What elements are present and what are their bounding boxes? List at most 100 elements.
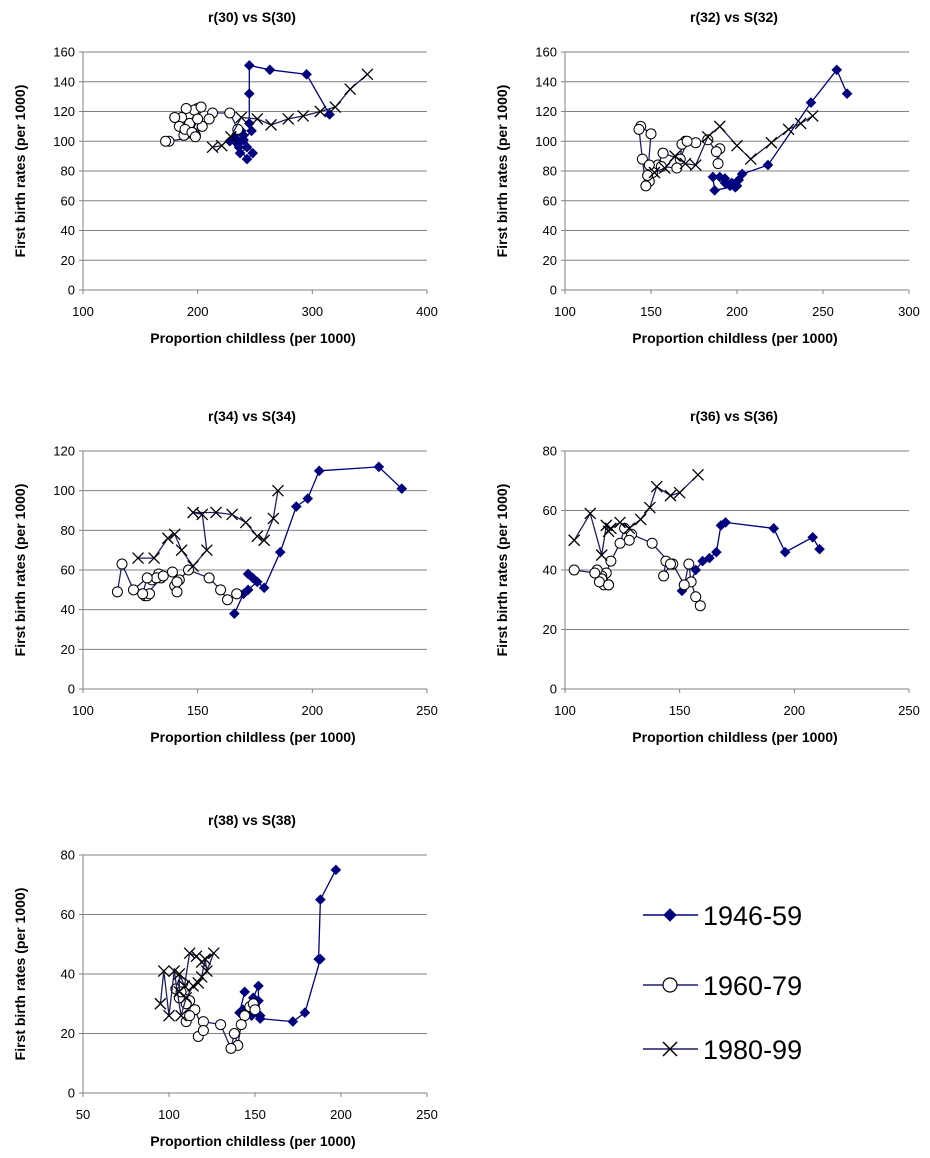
x-axis-label: Proportion childless (per 1000) (150, 330, 355, 346)
y-tick-label: 80 (61, 523, 75, 538)
series-1980-99 (132, 484, 284, 572)
y-tick-label: 40 (543, 563, 557, 578)
y-tick-label: 20 (543, 253, 557, 268)
series-line (138, 490, 279, 568)
data-point (589, 567, 601, 579)
y-tick-label: 60 (61, 563, 75, 578)
data-point (242, 568, 254, 580)
data-point (297, 110, 310, 122)
data-point (224, 107, 236, 119)
data-point (762, 159, 774, 171)
data-point (593, 576, 605, 588)
data-point (203, 113, 215, 125)
data-point (673, 486, 686, 499)
data-point (373, 461, 385, 473)
data-point (203, 572, 215, 584)
y-tick-label: 120 (53, 444, 75, 459)
legend-label: 1960-79 (703, 971, 802, 1001)
data-point (243, 60, 255, 71)
y-axis-label: First birth rates (per 1000) (12, 85, 28, 258)
x-axis-label: Proportion childless (per 1000) (150, 729, 355, 745)
data-point (132, 552, 144, 565)
data-point (195, 101, 207, 113)
data-point (697, 555, 708, 567)
data-point (163, 1009, 175, 1022)
y-tick-label: 160 (53, 45, 75, 60)
data-point (678, 579, 690, 591)
data-point (658, 570, 670, 582)
data-point (643, 501, 656, 514)
data-point (171, 576, 183, 588)
x-tick-label: 250 (416, 1107, 438, 1122)
data-point (154, 997, 167, 1010)
x-marker-icon (662, 1041, 678, 1057)
data-point (330, 864, 342, 876)
data-point (313, 465, 325, 477)
chart-title: r(30) vs S(30) (208, 9, 296, 25)
y-tick-label: 100 (53, 134, 75, 149)
data-point (648, 166, 661, 179)
data-point (704, 552, 715, 564)
x-tick-label: 100 (72, 304, 94, 319)
data-point (239, 986, 250, 998)
data-point (650, 480, 663, 493)
series-1960-79 (160, 101, 244, 147)
data-point (710, 146, 722, 158)
data-point (634, 513, 647, 526)
data-point (568, 564, 580, 576)
data-point (175, 1009, 187, 1022)
data-point (251, 576, 263, 588)
y-tick-label: 0 (68, 1086, 75, 1101)
x-tick-label: 100 (554, 304, 576, 319)
x-tick-label: 100 (72, 703, 94, 718)
legend-item: 1980-99 (643, 1035, 802, 1065)
x-tick-label: 300 (898, 304, 920, 319)
data-point (636, 153, 648, 165)
series-1980-99 (206, 68, 374, 154)
y-tick-label: 0 (550, 682, 557, 697)
series-1946-59 (707, 64, 853, 196)
y-tick-label: 20 (543, 622, 557, 637)
legend-item: 1946-59 (643, 901, 802, 931)
data-point (768, 523, 780, 534)
series-1946-59 (676, 517, 825, 597)
chart-title: r(32) vs S(32) (690, 9, 778, 25)
data-point (183, 947, 196, 960)
data-point (720, 517, 731, 528)
data-point (595, 549, 608, 562)
data-point (160, 135, 172, 147)
x-tick-label: 200 (301, 703, 323, 718)
x-tick-label: 200 (783, 703, 805, 718)
data-point (765, 136, 778, 149)
data-point (169, 111, 181, 123)
legend-label: 1946-59 (703, 901, 802, 931)
data-point (623, 522, 636, 535)
data-point (314, 105, 327, 118)
series-1960-79 (568, 522, 706, 612)
data-point (258, 534, 271, 547)
data-point (148, 552, 161, 565)
data-point (709, 185, 720, 196)
data-point (187, 506, 200, 519)
data-point (701, 130, 714, 143)
y-tick-label: 60 (61, 193, 75, 208)
data-point (267, 512, 280, 525)
data-point (141, 572, 153, 584)
data-point (210, 506, 222, 519)
data-point (683, 558, 695, 570)
y-tick-label: 60 (543, 193, 557, 208)
data-point (646, 537, 658, 549)
legend-label: 1980-99 (703, 1035, 802, 1065)
x-axis-label: Proportion childless (per 1000) (632, 729, 837, 745)
data-point (794, 117, 807, 130)
y-tick-label: 20 (61, 253, 75, 268)
data-point (711, 546, 722, 558)
data-point (230, 132, 241, 144)
data-point (645, 128, 657, 140)
data-point (282, 112, 295, 125)
series-1946-59 (229, 461, 408, 619)
data-point (189, 131, 201, 143)
data-point (247, 147, 259, 159)
data-point (287, 1016, 299, 1027)
y-tick-label: 140 (535, 74, 557, 89)
